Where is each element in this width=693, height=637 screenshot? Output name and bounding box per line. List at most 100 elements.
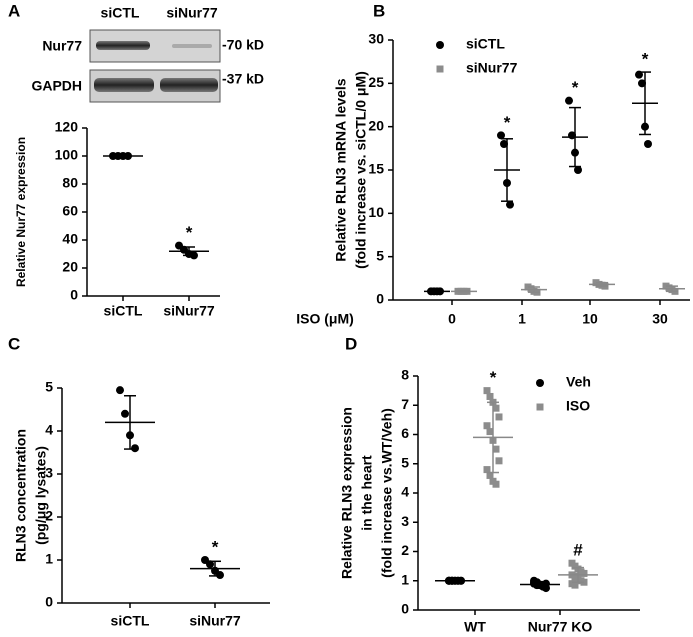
data-point xyxy=(492,445,500,453)
data-point xyxy=(131,444,139,453)
significance-mark: # xyxy=(573,541,583,560)
legend-marker xyxy=(536,403,544,411)
data-point xyxy=(577,568,585,576)
panel-label: D xyxy=(345,334,357,353)
y-tick-label: 25 xyxy=(368,74,384,90)
y-axis-label: (fold increase vs.WT/Veh) xyxy=(379,408,395,578)
blot-row-label: GAPDH xyxy=(31,78,82,94)
y-tick-label: 10 xyxy=(368,204,384,220)
y-tick-label: 4 xyxy=(45,422,53,438)
data-point xyxy=(121,409,129,418)
x-tick-label: siNur77 xyxy=(163,303,215,319)
blot-band xyxy=(94,78,154,92)
x-tick-label: 10 xyxy=(582,311,598,327)
significance-mark: * xyxy=(212,537,219,556)
y-tick-label: 7 xyxy=(401,396,409,412)
x-tick-label: siCTL xyxy=(104,303,143,319)
data-point xyxy=(492,404,500,412)
blot-band xyxy=(96,41,150,50)
data-point xyxy=(492,480,500,488)
significance-mark: * xyxy=(572,78,579,97)
data-point xyxy=(483,422,491,430)
data-point xyxy=(506,200,514,209)
data-point xyxy=(638,79,646,88)
y-tick-label: 0 xyxy=(376,291,384,307)
data-point xyxy=(483,466,491,474)
y-tick-label: 1 xyxy=(45,551,53,567)
panel-label: B xyxy=(373,1,385,20)
y-tick-label: 5 xyxy=(376,247,384,263)
panel-label: A xyxy=(8,1,20,20)
legend-label: siNur77 xyxy=(466,60,518,76)
y-tick-label: 60 xyxy=(62,203,78,219)
data-point xyxy=(206,560,214,569)
y-tick-label: 40 xyxy=(62,231,78,247)
x-tick-label: 0 xyxy=(448,311,456,327)
x-tick-label: 30 xyxy=(652,311,668,327)
y-axis-label: Relative Nur77 expression xyxy=(14,137,28,287)
legend-marker xyxy=(436,65,444,73)
legend-marker xyxy=(436,41,444,49)
data-point xyxy=(486,471,494,479)
data-point xyxy=(497,131,505,140)
data-point xyxy=(486,392,494,400)
y-axis-label: RLN3 concentration xyxy=(13,429,29,562)
y-tick-label: 0 xyxy=(45,594,53,610)
y-tick-label: 100 xyxy=(55,147,79,163)
x-axis-label: ISO (μM) xyxy=(296,311,354,327)
blot-band xyxy=(172,44,212,48)
y-tick-label: 20 xyxy=(62,259,78,275)
y-tick-label: 3 xyxy=(45,465,53,481)
y-tick-label: 20 xyxy=(368,117,384,133)
y-tick-label: 15 xyxy=(368,161,384,177)
x-tick-label: 1 xyxy=(518,311,526,327)
blot-size: -70 kD xyxy=(222,37,264,53)
y-tick-label: 120 xyxy=(55,119,79,135)
data-point xyxy=(483,387,491,395)
lane-label: siCTL xyxy=(101,5,140,21)
y-tick-label: 5 xyxy=(401,454,409,470)
y-axis-label: in the heart xyxy=(359,455,375,531)
y-axis-label: (pg/μg lysates) xyxy=(33,446,49,545)
significance-mark: * xyxy=(642,50,649,69)
data-point xyxy=(574,166,582,174)
data-point xyxy=(116,386,124,395)
x-tick-label: Nur77 KO xyxy=(528,619,593,635)
blot-band xyxy=(160,78,218,92)
data-point xyxy=(495,457,503,465)
y-tick-label: 80 xyxy=(62,175,78,191)
y-tick-label: 0 xyxy=(401,601,409,617)
data-point xyxy=(500,140,508,148)
blot-size: -37 kD xyxy=(222,71,264,87)
legend-label: Veh xyxy=(566,374,591,390)
legend-marker xyxy=(536,379,544,387)
x-tick-label: WT xyxy=(464,619,486,635)
significance-mark: * xyxy=(504,113,511,132)
significance-mark: * xyxy=(186,223,193,242)
data-point xyxy=(495,413,503,421)
y-axis-label: Relative RLN3 mRNA levels xyxy=(333,78,349,261)
y-tick-label: 30 xyxy=(368,31,384,47)
y-tick-label: 6 xyxy=(401,425,409,441)
y-axis-label: (fold increase vs. siCTL/0 μM) xyxy=(353,71,369,269)
y-axis-label: Relative RLN3 expression xyxy=(339,407,355,579)
y-tick-label: 2 xyxy=(45,508,53,524)
x-tick-label: siNur77 xyxy=(189,613,241,629)
data-point xyxy=(571,581,579,589)
y-tick-label: 1 xyxy=(401,571,409,587)
data-point xyxy=(542,579,550,588)
data-point xyxy=(644,140,652,148)
panel-label: C xyxy=(8,334,20,353)
significance-mark: * xyxy=(490,368,497,387)
y-tick-label: 3 xyxy=(401,513,409,529)
y-tick-label: 0 xyxy=(70,287,78,303)
blot-row-label: Nur77 xyxy=(42,38,82,54)
y-tick-label: 5 xyxy=(45,379,53,395)
data-point xyxy=(565,96,573,105)
y-tick-label: 4 xyxy=(401,484,409,500)
legend-label: ISO xyxy=(566,398,590,414)
x-tick-label: siCTL xyxy=(111,613,150,629)
legend-label: siCTL xyxy=(466,36,505,52)
y-tick-label: 8 xyxy=(401,367,409,383)
